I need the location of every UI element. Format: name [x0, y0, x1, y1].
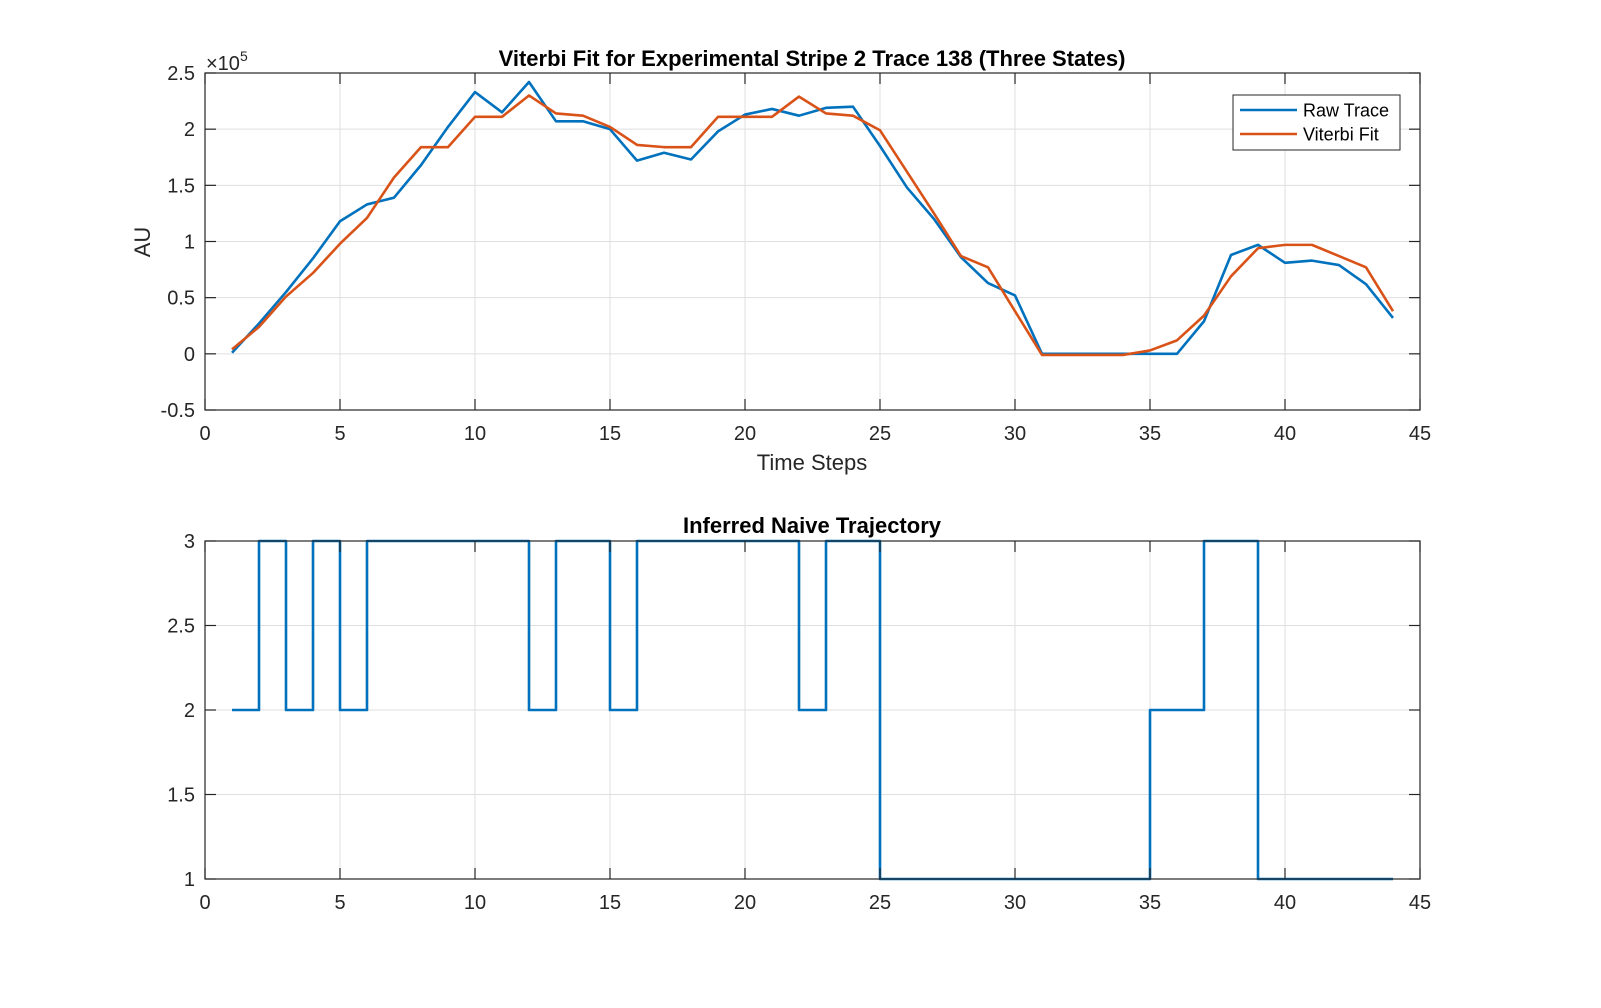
bottom-y-tick-label: 2 — [184, 700, 195, 722]
bottom-x-tick-label: 35 — [1139, 892, 1161, 914]
bottom-x-tick-label: 25 — [869, 892, 891, 914]
top-x-tick-label: 15 — [599, 423, 621, 445]
bottom-y-tick-label: 2.5 — [167, 616, 195, 638]
top-x-axis-label: Time Steps — [757, 450, 867, 475]
top-x-tick-label: 0 — [199, 423, 210, 445]
bottom-y-tick-label: 1 — [184, 869, 195, 891]
legend: Raw Trace Viterbi Fit — [1232, 94, 1401, 151]
y-exponent-label: ×105 — [206, 48, 248, 75]
bottom-x-tick-label: 30 — [1004, 892, 1026, 914]
top-y-tick-label: 1.5 — [167, 175, 195, 197]
y-exponent-base: ×10 — [206, 53, 240, 75]
top-x-tick-label: 30 — [1004, 423, 1026, 445]
top-x-tick-label: 35 — [1139, 423, 1161, 445]
top-chart-title: Viterbi Fit for Experimental Stripe 2 Tr… — [499, 46, 1126, 71]
raw-trace-series-line — [231, 80, 1395, 356]
top-y-axis-label: AU — [130, 227, 155, 258]
bottom-x-tick-label: 20 — [734, 892, 756, 914]
y-exponent-power: 5 — [240, 48, 248, 64]
top-x-tick-label: 40 — [1274, 423, 1296, 445]
top-y-tick-label: 0 — [184, 344, 195, 366]
top-x-tick-label: 10 — [464, 423, 486, 445]
top-x-tick-label: 25 — [869, 423, 891, 445]
bottom-x-tick-label: 5 — [334, 892, 345, 914]
legend-entry-viterbi-fit: Viterbi Fit — [1240, 125, 1379, 145]
top-x-tick-label: 20 — [734, 423, 756, 445]
top-y-tick-label: 0.5 — [167, 288, 195, 310]
top-y-tick-label: -0.5 — [161, 400, 195, 422]
legend-box — [1232, 94, 1401, 151]
bottom-x-tick-label: 0 — [199, 892, 210, 914]
bottom-x-tick-label: 45 — [1409, 892, 1431, 914]
legend-entry-raw-trace: Raw Trace — [1240, 101, 1389, 121]
viterbi-fit-series-line — [231, 94, 1395, 357]
bottom-chart-title: Inferred Naive Trajectory — [683, 513, 942, 538]
bottom-axes: 0 5 10 15 20 25 30 35 40 45 1 1.5 2 2.5 3 — [167, 531, 1431, 914]
legend-label: Viterbi Fit — [1303, 125, 1379, 145]
bottom-x-tick-label: 10 — [464, 892, 486, 914]
bottom-x-tick-label: 15 — [599, 892, 621, 914]
bottom-y-tick-label: 3 — [184, 531, 195, 553]
legend-label: Raw Trace — [1303, 101, 1389, 121]
top-y-tick-label: 2 — [184, 119, 195, 141]
bottom-y-tick-label: 1.5 — [167, 785, 195, 807]
bottom-x-tick-label: 40 — [1274, 892, 1296, 914]
top-x-tick-label: 5 — [334, 423, 345, 445]
top-y-tick-label: 2.5 — [167, 63, 195, 85]
top-y-tick-label: 1 — [184, 232, 195, 254]
top-x-tick-label: 45 — [1409, 423, 1431, 445]
